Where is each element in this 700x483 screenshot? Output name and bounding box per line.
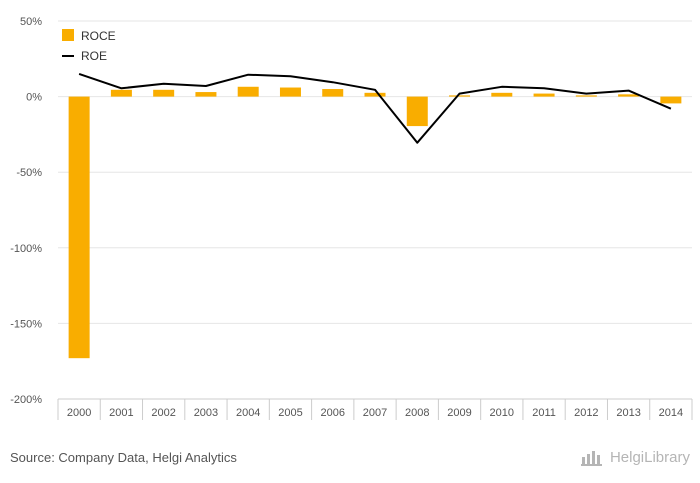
legend-roe-label: ROE bbox=[81, 49, 107, 63]
x-tick-label: 2000 bbox=[67, 407, 91, 419]
x-tick-label: 2011 bbox=[532, 407, 556, 419]
roce-bar-2011 bbox=[533, 93, 555, 97]
x-tick-label: 2009 bbox=[447, 407, 471, 419]
roce-bar-2003 bbox=[195, 92, 217, 97]
roe-line-series bbox=[78, 72, 672, 144]
y-tick-label: -50% bbox=[16, 167, 42, 179]
y-axis-tick-labels: 50% 0% -50% -100% -150% -200% bbox=[10, 16, 42, 406]
roce-bar-2002 bbox=[153, 89, 175, 97]
brand-name: HelgiLibrary bbox=[609, 448, 690, 466]
roce-bar-2012 bbox=[575, 95, 597, 97]
x-tick-label: 2008 bbox=[405, 407, 429, 419]
x-tick-label: 2007 bbox=[363, 407, 387, 419]
x-tick-label: 2014 bbox=[659, 407, 683, 419]
brand-logo: HelgiLibrary bbox=[580, 448, 690, 466]
roce-bars bbox=[68, 86, 682, 359]
grid-lines bbox=[58, 20, 692, 400]
roce-roe-chart: 50%0%-50%-100%-150%-200% 2000 2001 2002 200… bbox=[10, 16, 693, 420]
roce-bar-2000 bbox=[68, 96, 90, 359]
y-tick-label: 0% bbox=[26, 92, 42, 104]
roce-bar-2014 bbox=[660, 96, 682, 104]
y-tick-label: -150% bbox=[10, 318, 42, 330]
x-tick-label: 2012 bbox=[574, 407, 598, 419]
x-tick-label: 2002 bbox=[151, 407, 175, 419]
y-tick-label: -200% bbox=[10, 394, 42, 406]
y-tick-label: -100% bbox=[10, 243, 42, 255]
x-tick-label: 2005 bbox=[278, 407, 302, 419]
roce-bar-2004 bbox=[237, 86, 259, 97]
library-icon bbox=[580, 451, 602, 466]
roce-bar-2001 bbox=[110, 89, 132, 97]
x-tick-label: 2004 bbox=[236, 407, 260, 419]
legend-roce-swatch bbox=[62, 29, 74, 41]
x-tick-label: 2003 bbox=[194, 407, 218, 419]
roce-bar-2005 bbox=[279, 87, 301, 97]
source-note: Source: Company Data, Helgi Analytics bbox=[10, 450, 237, 465]
roce-bar-2008 bbox=[406, 96, 428, 127]
roce-bar-2006 bbox=[322, 89, 344, 97]
roe-line bbox=[78, 72, 672, 144]
legend-roce-label: ROCE bbox=[81, 29, 116, 43]
roce-bar-2009 bbox=[449, 95, 471, 97]
x-tick-label: 2001 bbox=[109, 407, 133, 419]
x-tick-label: 2013 bbox=[616, 407, 640, 419]
x-tick-label: 2010 bbox=[490, 407, 514, 419]
roce-bar-2010 bbox=[491, 92, 513, 97]
roce-bar-2013 bbox=[618, 94, 640, 97]
y-tick-label: 50% bbox=[20, 16, 42, 28]
x-tick-label: 2006 bbox=[320, 407, 344, 419]
legend: ROCE ROE bbox=[62, 29, 116, 63]
roce-bar-2007 bbox=[364, 92, 386, 97]
x-axis: 2000 2001 2002 2003 2004 2005 2006 2007 2008 2009… bbox=[57, 398, 693, 420]
